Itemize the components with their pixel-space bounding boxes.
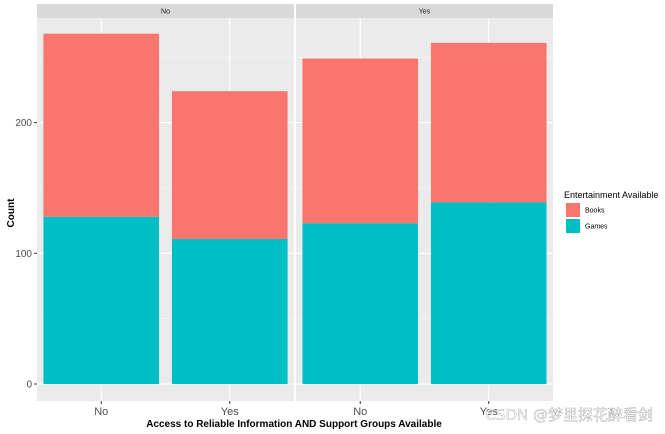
y-axis: 0 100 200: [15, 118, 37, 391]
x-tick-label: No: [94, 406, 108, 418]
legend: Books Games: [566, 203, 608, 233]
bar-games-no-yes: [171, 238, 288, 385]
y-axis-title: Count: [6, 198, 17, 228]
x-tick-label: Yes: [480, 406, 498, 418]
legend-label-games: Games: [585, 224, 608, 231]
legend-key-games: [566, 219, 580, 233]
legend-title: Entertainment Available: [564, 190, 658, 200]
bar-games-yes-yes: [430, 202, 547, 385]
facet-strip-no: [37, 4, 294, 18]
y-tick-label: 200: [15, 118, 32, 129]
x-tick-label: No: [353, 406, 367, 418]
bar-books-no-yes: [171, 91, 288, 239]
x-tick-label: Yes: [221, 406, 239, 418]
facet-strip-yes: [296, 4, 553, 18]
bar-books-no-no: [43, 33, 160, 217]
y-tick-label: 0: [26, 380, 32, 391]
watermark: CSDN @梦里探花醉看剑: [485, 406, 653, 424]
facet-strip-label: Yes: [419, 9, 431, 16]
facet-panels: [37, 18, 553, 401]
bar-games-no-no: [43, 216, 160, 385]
legend-label-books: Books: [585, 208, 605, 215]
bar-games-yes-no: [302, 223, 419, 385]
facet-strips: No Yes: [37, 4, 553, 18]
x-axis: No Yes No Yes: [94, 401, 498, 418]
legend-key-books: [566, 203, 580, 217]
facet-strip-label: No: [161, 9, 170, 16]
y-tick-label: 100: [15, 249, 32, 260]
bar-books-yes-yes: [430, 42, 547, 203]
x-axis-title: Access to Reliable Information AND Suppo…: [146, 419, 442, 430]
bar-books-yes-no: [302, 58, 419, 224]
